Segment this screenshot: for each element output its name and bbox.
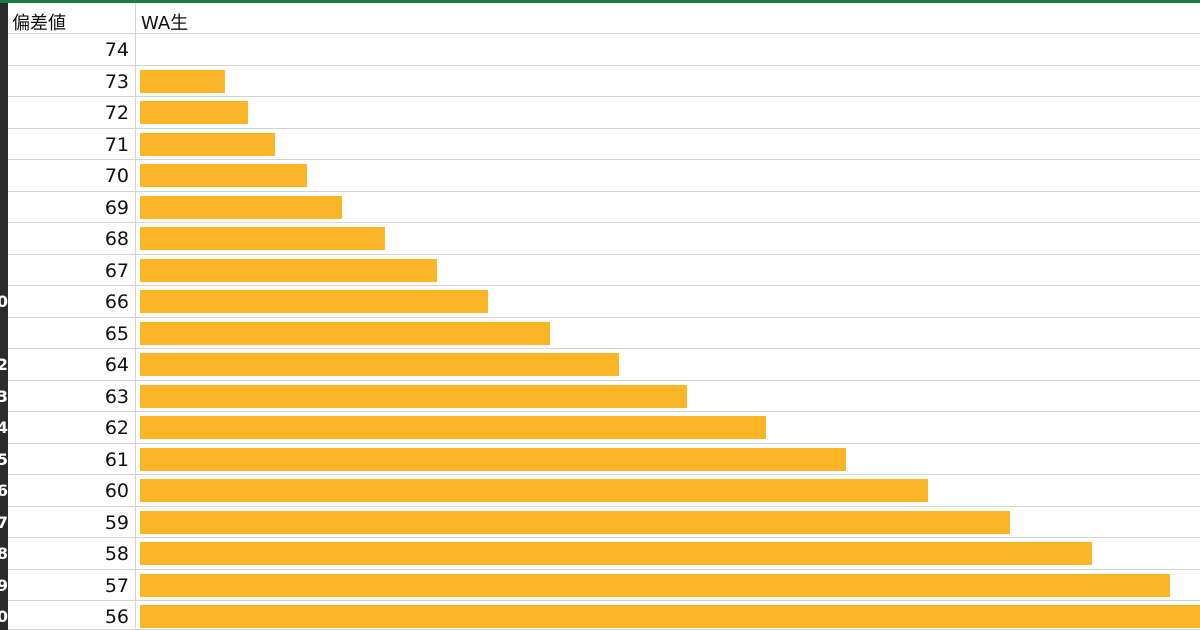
category-label: 72 — [104, 102, 129, 124]
category-cell[interactable]: 69 — [8, 192, 136, 223]
data-bar — [140, 511, 1010, 534]
category-label: 65 — [104, 323, 129, 345]
bar-cell[interactable] — [136, 412, 1200, 444]
category-cell[interactable]: 68 — [8, 223, 136, 255]
row-number[interactable]: 7 — [0, 513, 8, 532]
category-label: 64 — [104, 354, 129, 376]
category-label: 73 — [104, 71, 129, 93]
bar-cell[interactable] — [136, 192, 1200, 223]
category-cell[interactable]: 60 — [8, 475, 136, 507]
bar-cell[interactable] — [136, 34, 1200, 66]
row-number[interactable]: 3 — [0, 387, 8, 406]
bar-cell[interactable] — [136, 286, 1200, 318]
category-cell[interactable]: 73 — [8, 66, 136, 97]
category-cell[interactable]: 62 — [8, 412, 136, 444]
row-number[interactable]: 9 — [0, 576, 8, 595]
data-bar — [140, 70, 225, 93]
data-bar — [140, 259, 437, 282]
ribbon-accent-line — [0, 0, 1200, 3]
category-label: 74 — [104, 39, 129, 61]
category-label: 70 — [104, 165, 129, 187]
category-cell[interactable]: 56 — [8, 601, 136, 630]
data-bar — [140, 416, 766, 439]
row-number[interactable]: 5 — [0, 450, 8, 469]
bar-cell[interactable] — [136, 129, 1200, 160]
data-bar — [140, 385, 687, 408]
category-label: 59 — [104, 512, 129, 534]
category-cell[interactable]: 74 — [8, 34, 136, 66]
category-label: 60 — [104, 480, 129, 502]
column-header-deviation: 偏差値 — [12, 13, 66, 34]
bar-cell[interactable] — [136, 349, 1200, 381]
data-bar — [140, 322, 550, 345]
category-cell[interactable]: 72 — [8, 97, 136, 129]
row-number[interactable]: 0 — [0, 292, 8, 311]
data-bar — [140, 196, 342, 219]
header-cell-a[interactable]: 偏差値 — [8, 3, 136, 34]
header-cell-b[interactable]: WA生 — [136, 3, 1200, 34]
bar-cell[interactable] — [136, 475, 1200, 507]
bar-cell[interactable] — [136, 223, 1200, 255]
category-label: 71 — [104, 134, 129, 156]
bar-cell[interactable] — [136, 538, 1200, 570]
data-bar — [140, 133, 275, 156]
bar-cell[interactable] — [136, 507, 1200, 538]
row-number[interactable]: 8 — [0, 544, 8, 563]
data-bar — [140, 101, 248, 124]
data-bar — [140, 353, 619, 376]
data-bar — [140, 290, 488, 313]
category-label: 63 — [104, 386, 129, 408]
bar-cell[interactable] — [136, 160, 1200, 192]
category-label: 67 — [104, 260, 129, 282]
category-label: 57 — [104, 575, 129, 597]
row-number[interactable]: 4 — [0, 418, 8, 437]
data-bar — [140, 542, 1092, 565]
bar-cell[interactable] — [136, 570, 1200, 601]
bar-cell[interactable] — [136, 97, 1200, 129]
category-cell[interactable]: 65 — [8, 318, 136, 349]
data-bar — [140, 605, 1200, 628]
data-bar — [140, 574, 1170, 597]
category-cell[interactable]: 67 — [8, 255, 136, 286]
row-number[interactable]: 6 — [0, 481, 8, 500]
category-cell[interactable]: 64 — [8, 349, 136, 381]
data-bar — [140, 164, 307, 187]
category-cell[interactable]: 66 — [8, 286, 136, 318]
category-label: 62 — [104, 417, 129, 439]
category-cell[interactable]: 57 — [8, 570, 136, 601]
column-header-series: WA生 — [141, 13, 189, 34]
category-cell[interactable]: 59 — [8, 507, 136, 538]
category-cell[interactable]: 70 — [8, 160, 136, 192]
row-number[interactable]: 2 — [0, 355, 8, 374]
category-cell[interactable]: 58 — [8, 538, 136, 570]
bar-cell[interactable] — [136, 381, 1200, 412]
category-label: 69 — [104, 197, 129, 219]
bar-cell[interactable] — [136, 255, 1200, 286]
category-label: 68 — [104, 228, 129, 250]
bar-cell[interactable] — [136, 66, 1200, 97]
category-label: 61 — [104, 449, 129, 471]
category-label: 56 — [104, 606, 129, 628]
bar-cell[interactable] — [136, 601, 1200, 630]
data-bar — [140, 479, 928, 502]
category-cell[interactable]: 61 — [8, 444, 136, 475]
category-cell[interactable]: 63 — [8, 381, 136, 412]
row-header-strip — [0, 3, 8, 630]
data-bar — [140, 227, 385, 250]
row-number[interactable]: 0 — [0, 607, 8, 626]
data-bar — [140, 448, 846, 471]
category-cell[interactable]: 71 — [8, 129, 136, 160]
bar-cell[interactable] — [136, 318, 1200, 349]
category-label: 66 — [104, 291, 129, 313]
category-label: 58 — [104, 543, 129, 565]
bar-cell[interactable] — [136, 444, 1200, 475]
